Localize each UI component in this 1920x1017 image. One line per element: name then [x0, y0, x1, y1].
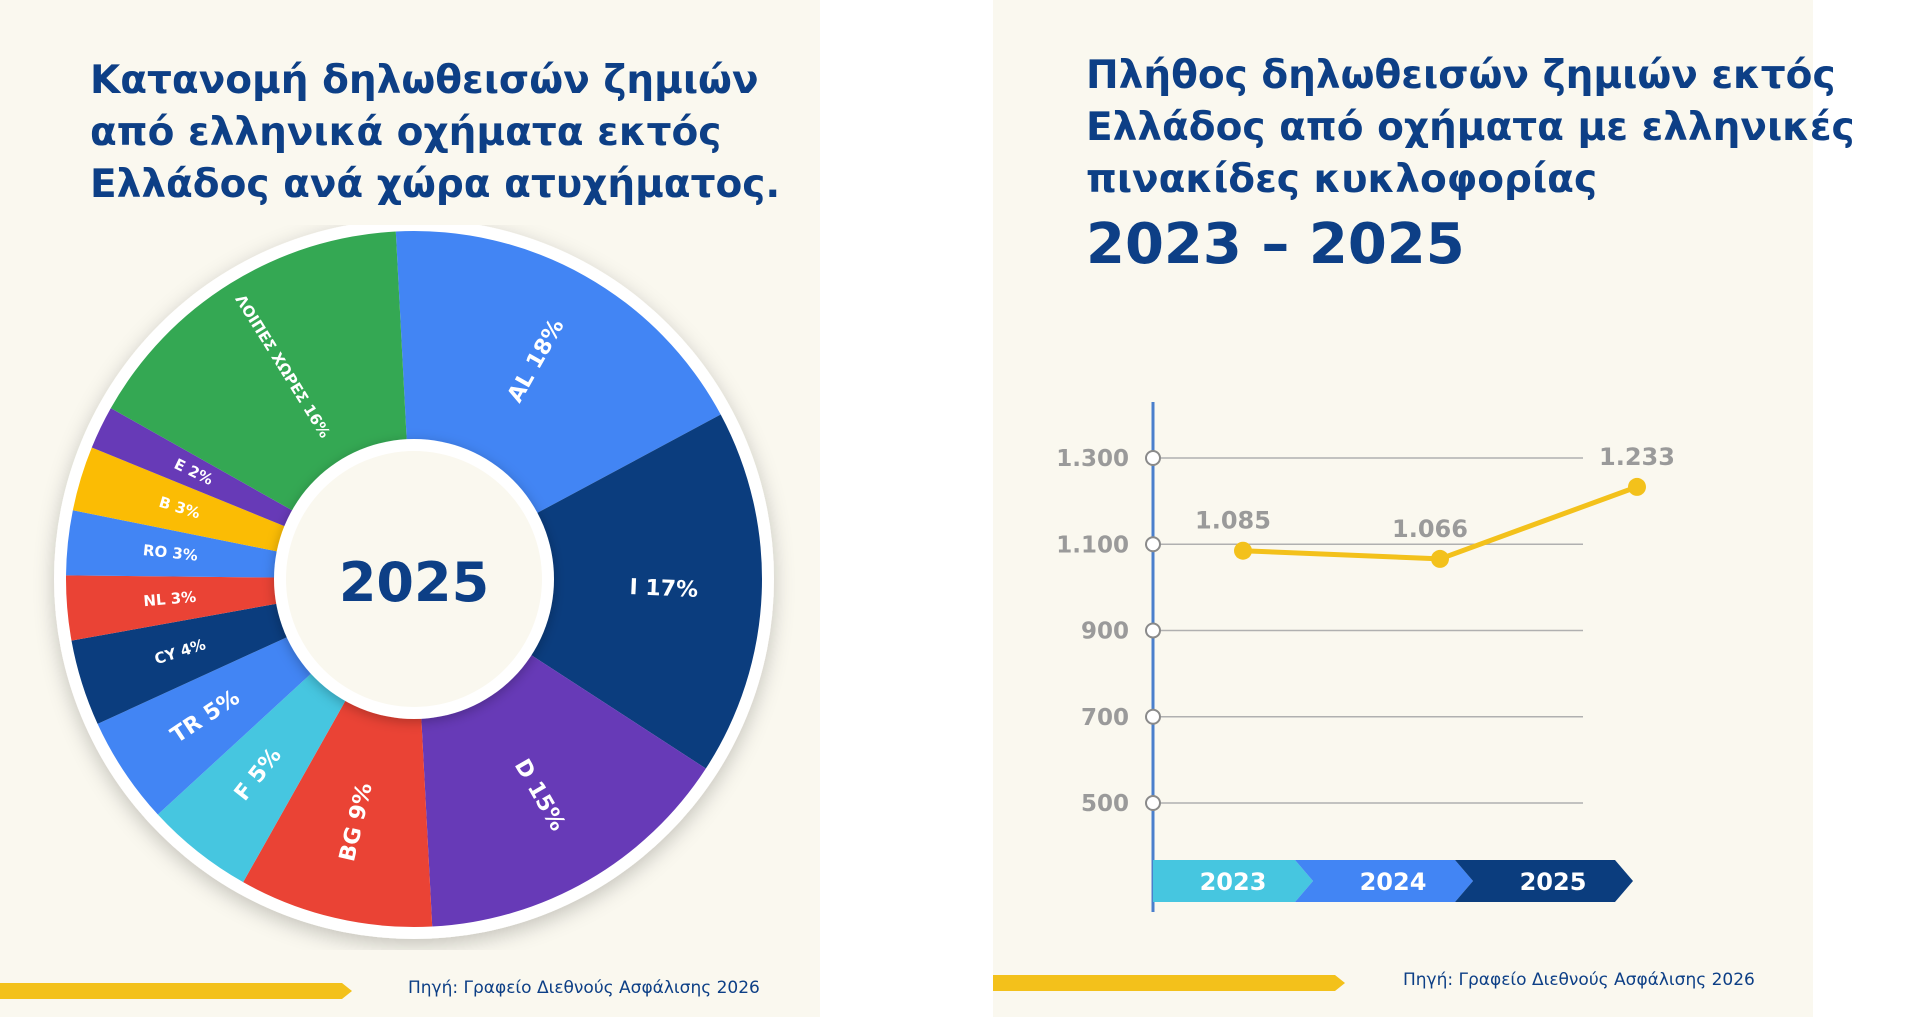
- pie-slice: [72, 447, 287, 552]
- y-tick-marker: [1145, 450, 1161, 466]
- line-title-line-1: Πλήθος δηλωθεισών ζημιών εκτός: [1086, 53, 1836, 98]
- data-point: [1234, 541, 1252, 560]
- line-source-text: Πηγή: Γραφείο Διεθνούς Ασφάλισης 2026: [1403, 970, 1755, 990]
- data-label: 1.066: [1392, 515, 1468, 543]
- left-accent-bar: [0, 983, 360, 1003]
- donut-hole: [286, 451, 542, 707]
- pie-panel: Κατανομή δηλωθεισών ζημιών από ελληνικά …: [0, 0, 820, 1017]
- category-label: 2024: [1360, 868, 1427, 896]
- pie-slice: [91, 408, 294, 527]
- line-title-line-2: Ελλάδος από οχήματα με ελληνικές: [1086, 105, 1855, 150]
- category-arrows: 2023 2024 2025: [1153, 860, 1633, 902]
- pie-slice: [421, 654, 706, 927]
- pie-slice-label: RO 3%: [142, 541, 199, 565]
- pie-slice: [243, 699, 433, 927]
- y-tick-label: 700: [1081, 705, 1129, 731]
- category-arrow: [1455, 860, 1633, 902]
- data-point: [1431, 549, 1449, 568]
- donut-chart: AL 18%I 17%D 15%BG 9%F 5%TR 5%CY 4%NL 3%…: [54, 225, 774, 939]
- pie-title-line-3: Ελλάδος ανά χώρα ατυχήματος.: [90, 162, 781, 207]
- y-tick-label: 500: [1081, 791, 1129, 817]
- pie-slice: [110, 231, 407, 512]
- line-chart-title: Πλήθος δηλωθεισών ζημιών εκτός Ελλάδος α…: [1086, 50, 1855, 206]
- category-label: 2025: [1520, 868, 1587, 896]
- line-series: 1.085 1.066 1.233: [1195, 443, 1675, 568]
- pie-title-line-2: από ελληνικά οχήματα εκτός: [90, 110, 722, 155]
- category-arrow: [1153, 860, 1313, 902]
- y-tick-label: 1.100: [1056, 532, 1129, 558]
- y-tick-label: 900: [1081, 619, 1129, 645]
- pie-slice: [157, 672, 347, 883]
- pie-slice: [529, 414, 762, 769]
- y-tick-marker: [1145, 536, 1161, 553]
- line-panel: Πλήθος δηλωθεισών ζημιών εκτός Ελλάδος α…: [993, 0, 1855, 1017]
- y-tick-marker: [1145, 795, 1161, 811]
- pie-slices: [65, 231, 762, 927]
- pie-slice-label: NL 3%: [143, 588, 197, 610]
- pie-slice: [66, 510, 279, 578]
- data-label: 1.233: [1599, 443, 1675, 471]
- line-title-line-3: πινακίδες κυκλοφορίας: [1086, 157, 1598, 202]
- y-tick-marker: [1145, 622, 1161, 639]
- right-accent-bar: [993, 975, 1353, 995]
- donut-center-label: 2025: [339, 551, 489, 614]
- line-chart-years: 2023 – 2025: [1086, 212, 1465, 277]
- y-tick-label: 1.300: [1056, 446, 1129, 472]
- category-label: 2023: [1200, 868, 1267, 896]
- data-label: 1.085: [1195, 507, 1271, 535]
- category-arrow: [1295, 860, 1473, 902]
- y-tick-marker: [1145, 708, 1161, 725]
- pie-slice-label: I 17%: [629, 575, 699, 603]
- grid-lines: 500 700 900 1.100 1.300: [1056, 446, 1583, 817]
- data-point: [1628, 477, 1646, 496]
- pie-slice: [395, 231, 721, 514]
- pie-source-text: Πηγή: Γραφείο Διεθνούς Ασφάλισης 2026: [408, 978, 760, 998]
- pie-chart-title: Κατανομή δηλωθεισών ζημιών από ελληνικά …: [90, 55, 780, 211]
- pie-title-line-1: Κατανομή δηλωθεισών ζημιών: [90, 58, 759, 103]
- pie-slice: [65, 575, 279, 641]
- pie-slice: [97, 636, 313, 815]
- pie-slice: [71, 603, 289, 724]
